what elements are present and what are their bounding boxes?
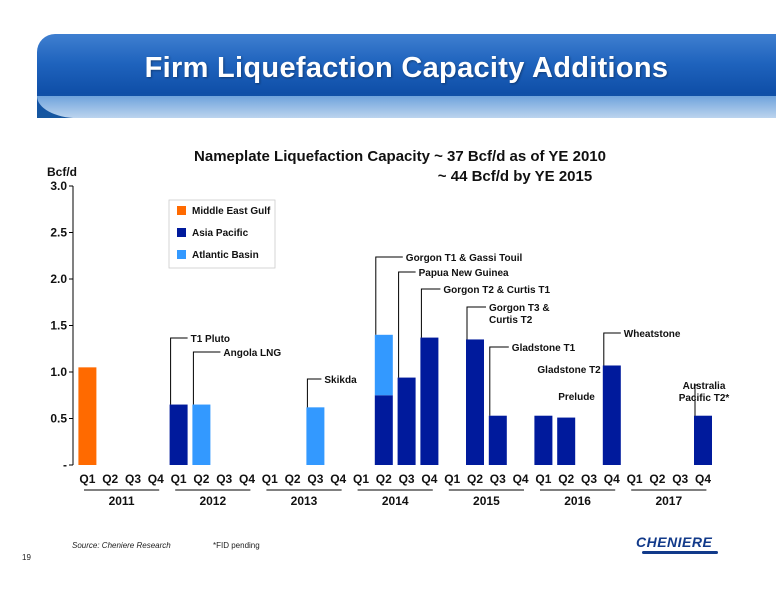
annotation-label: Prelude — [558, 392, 595, 403]
x-tick-quarter: Q2 — [376, 472, 392, 486]
x-tick-year: 2013 — [291, 494, 318, 508]
cheniere-logo: CHENIERE — [636, 534, 713, 550]
annotation-label: T1 Pluto — [191, 334, 230, 345]
logo-swoosh — [642, 551, 718, 554]
annotation-leader — [306, 378, 322, 408]
annotation-label: Skikda — [324, 375, 357, 386]
x-tick-year: 2015 — [473, 494, 500, 508]
bar-asia-pacific — [169, 404, 188, 465]
legend-swatch — [177, 250, 186, 259]
annotation-label: Papua New Guinea — [419, 268, 509, 279]
annotation-leader — [398, 271, 416, 378]
y-tick-label: 1.0 — [50, 365, 67, 379]
x-tick-year: 2012 — [199, 494, 226, 508]
x-tick-quarter: Q1 — [262, 472, 278, 486]
annotation-label: Gladstone T2 — [537, 365, 601, 376]
legend-label: Middle East Gulf — [192, 206, 271, 217]
y-axis-label: Bcf/d — [47, 165, 77, 179]
x-tick-quarter: Q3 — [581, 472, 597, 486]
y-tick-label: 2.0 — [50, 272, 67, 286]
bar-middle-east-gulf — [78, 367, 97, 465]
chart-title: Nameplate Liquefaction Capacity ~ 37 Bcf… — [194, 148, 606, 165]
legend-box — [168, 199, 276, 269]
bar-asia-pacific — [466, 339, 484, 465]
title-banner-curve — [37, 96, 776, 118]
x-tick-quarter: Q1 — [353, 472, 369, 486]
bar-asia-pacific — [534, 415, 553, 465]
x-tick-quarter: Q4 — [330, 472, 346, 486]
x-tick-quarter: Q2 — [558, 472, 574, 486]
x-tick-quarter: Q4 — [695, 472, 711, 486]
annotation-label: Wheatstone — [624, 329, 681, 340]
fid-footnote: *FID pending — [213, 541, 260, 550]
annotation-leader — [489, 346, 509, 416]
x-tick-quarter: Q2 — [193, 472, 209, 486]
x-tick-quarter: Q1 — [171, 472, 187, 486]
annotation-label: Gorgon T3 & Curtis T2 — [489, 303, 550, 326]
x-tick-quarter: Q4 — [513, 472, 529, 486]
x-tick-quarter: Q3 — [125, 472, 141, 486]
page-number: 19 — [22, 553, 31, 562]
bar-asia-pacific — [420, 337, 439, 465]
x-tick-quarter: Q1 — [444, 472, 460, 486]
source-note: Source: Cheniere Research — [72, 541, 171, 550]
annotation-label: Gorgon T1 & Gassi Touil — [406, 253, 523, 264]
bar-asia-pacific — [557, 417, 576, 465]
x-tick-quarter: Q2 — [467, 472, 483, 486]
bar-asia-pacific — [397, 377, 416, 465]
annotation-leader — [420, 288, 441, 338]
x-tick-quarter: Q3 — [490, 472, 506, 486]
annotation-leader — [192, 351, 221, 405]
x-tick-quarter: Q2 — [649, 472, 665, 486]
x-tick-quarter: Q4 — [421, 472, 437, 486]
x-tick-quarter: Q3 — [399, 472, 415, 486]
legend-swatch — [177, 206, 186, 215]
y-tick-label: 2.5 — [50, 226, 67, 240]
bar-atlantic-basin — [306, 407, 325, 465]
annotation-label: Gorgon T2 & Curtis T1 — [443, 285, 550, 296]
y-tick-label: 1.5 — [50, 319, 67, 333]
x-tick-quarter: Q4 — [604, 472, 620, 486]
annotation-label: Angola LNG — [223, 348, 281, 359]
y-tick-label: 3.0 — [50, 179, 67, 193]
x-tick-quarter: Q3 — [672, 472, 688, 486]
x-tick-year: 2016 — [564, 494, 591, 508]
bar-asia-pacific — [374, 395, 393, 465]
bar-asia-pacific — [488, 415, 507, 465]
x-tick-quarter: Q1 — [535, 472, 551, 486]
bar-atlantic-basin — [374, 334, 393, 396]
x-tick-quarter: Q3 — [216, 472, 232, 486]
x-tick-quarter: Q4 — [148, 472, 164, 486]
slide-title: Firm Liquefaction Capacity Additions — [144, 52, 669, 84]
annotation-leader — [170, 337, 188, 405]
x-tick-year: 2014 — [382, 494, 409, 508]
x-tick-quarter: Q4 — [239, 472, 255, 486]
bar-atlantic-basin — [192, 404, 211, 465]
x-tick-quarter: Q1 — [627, 472, 643, 486]
x-tick-quarter: Q1 — [79, 472, 95, 486]
annotation-leader — [466, 306, 486, 340]
legend-swatch — [177, 228, 186, 237]
bar-asia-pacific — [694, 415, 712, 465]
x-tick-quarter: Q2 — [102, 472, 118, 486]
y-tick-label: 0.5 — [50, 412, 67, 426]
x-tick-year: 2011 — [109, 494, 135, 508]
annotation-leader — [603, 332, 621, 366]
annotation-leader — [375, 256, 403, 335]
x-tick-quarter: Q2 — [285, 472, 301, 486]
legend-label: Asia Pacific — [192, 228, 249, 239]
annotation-label: Australia Pacific T2* — [679, 381, 730, 404]
x-tick-year: 2017 — [655, 494, 682, 508]
bar-asia-pacific — [602, 365, 621, 465]
x-tick-quarter: Q3 — [307, 472, 323, 486]
legend-label: Atlantic Basin — [192, 250, 259, 261]
annotation-label: Gladstone T1 — [512, 343, 576, 354]
chart-subtitle: ~ 44 Bcf/d by YE 2015 — [437, 168, 593, 185]
y-tick-label: - — [63, 458, 67, 472]
